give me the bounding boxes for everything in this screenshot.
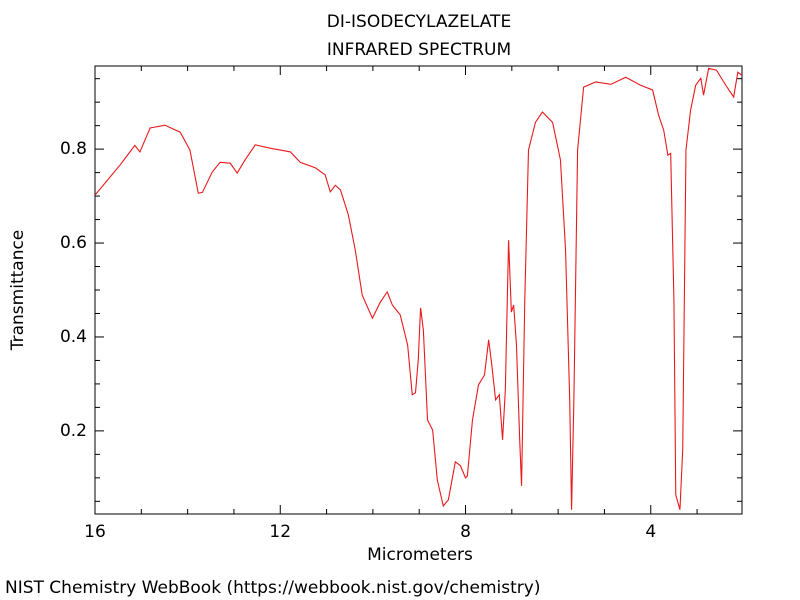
source-note: NIST Chemistry WebBook (https://webbook.… (5, 578, 540, 598)
y-tick-label: 0.8 (60, 139, 87, 159)
y-tick-label: 0.4 (60, 327, 87, 347)
x-tick-label: 8 (460, 522, 471, 542)
y-tick-label: 0.6 (60, 233, 87, 253)
x-tick-label: 12 (269, 522, 291, 542)
x-axis-label: Micrometers (367, 545, 473, 565)
y-tick-label: 0.2 (60, 421, 87, 441)
y-axis-label: Transmittance (8, 230, 28, 352)
x-tick-label: 16 (84, 522, 106, 542)
spectrum-line (94, 67, 743, 510)
x-tick-label: 4 (645, 522, 656, 542)
plot-frame (94, 65, 743, 515)
chart-subtitle: INFRARED SPECTRUM (327, 40, 511, 60)
chart-title: DI-ISODECYLAZELATE (327, 12, 511, 32)
